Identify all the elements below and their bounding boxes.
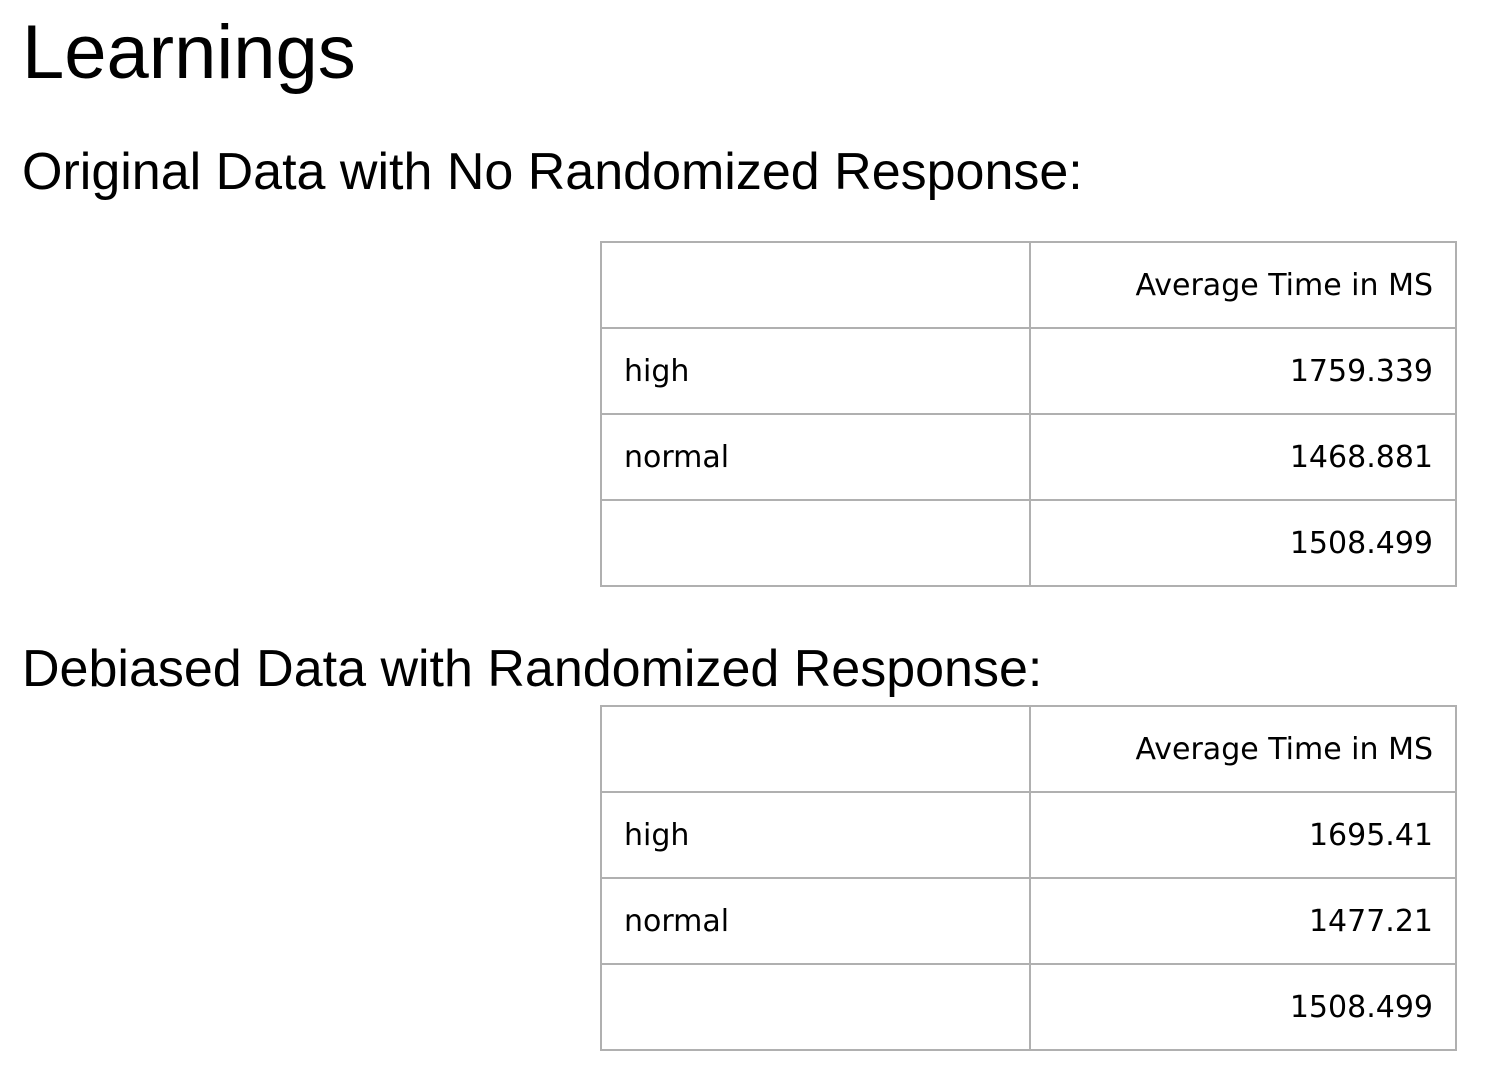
row-label: normal — [600, 413, 1031, 501]
row-label: high — [600, 327, 1031, 415]
section-heading-debiased: Debiased Data with Randomized Response: — [22, 640, 1043, 698]
header-cell-label — [600, 241, 1031, 329]
table-header-row: Average Time in MS — [600, 705, 1457, 793]
row-label — [600, 499, 1031, 587]
table-header-row: Average Time in MS — [600, 241, 1457, 329]
row-value: 1508.499 — [1029, 963, 1457, 1051]
row-value: 1759.339 — [1029, 327, 1457, 415]
row-value: 1477.21 — [1029, 877, 1457, 965]
row-value: 1468.881 — [1029, 413, 1457, 501]
header-cell-average-time: Average Time in MS — [1029, 705, 1457, 793]
row-value: 1508.499 — [1029, 499, 1457, 587]
header-cell-average-time: Average Time in MS — [1029, 241, 1457, 329]
section-heading-original: Original Data with No Randomized Respons… — [22, 143, 1083, 201]
table-row: 1508.499 — [600, 963, 1457, 1051]
original-data-table: Average Time in MS high 1759.339 normal … — [600, 241, 1457, 587]
table-row: high 1759.339 — [600, 327, 1457, 415]
row-value: 1695.41 — [1029, 791, 1457, 879]
table-row: high 1695.41 — [600, 791, 1457, 879]
row-label: high — [600, 791, 1031, 879]
table-row: 1508.499 — [600, 499, 1457, 587]
page-title: Learnings — [22, 10, 356, 95]
row-label — [600, 963, 1031, 1051]
debiased-data-table: Average Time in MS high 1695.41 normal 1… — [600, 705, 1457, 1051]
row-label: normal — [600, 877, 1031, 965]
header-cell-label — [600, 705, 1031, 793]
table-row: normal 1477.21 — [600, 877, 1457, 965]
table-row: normal 1468.881 — [600, 413, 1457, 501]
